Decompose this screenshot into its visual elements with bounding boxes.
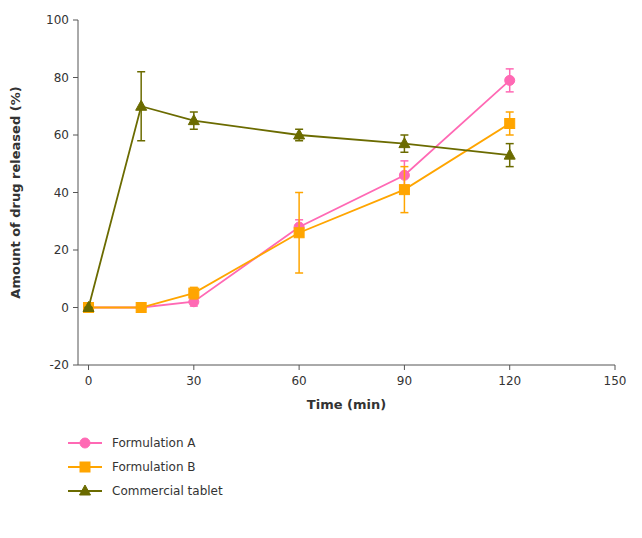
x-tick-label: 0 (85, 374, 93, 388)
axes: 0 30 60 90 120 150 -20 0 20 40 60 80 100 (46, 13, 626, 388)
error-bar-cap (506, 68, 514, 70)
series-line (89, 80, 510, 307)
y-tick (73, 307, 78, 308)
x-tick-label: 150 (604, 374, 627, 388)
x-tick (615, 365, 616, 370)
error-bar-cap (400, 160, 408, 162)
data-point (399, 138, 410, 148)
y-tick (73, 192, 78, 193)
y-tick-label: 40 (54, 186, 69, 200)
error-bar-cap (506, 166, 514, 168)
legend-marker (80, 462, 90, 472)
series (84, 112, 515, 313)
y-axis-label: Amount of drug released (%) (8, 86, 23, 298)
error-bar (190, 287, 198, 299)
error-bar-cap (506, 134, 514, 136)
error-bar-cap (295, 192, 303, 194)
error-bar-cap (137, 140, 145, 142)
x-tick-label: 120 (498, 374, 521, 388)
error-bar (506, 69, 514, 92)
y-tick (73, 135, 78, 136)
x-axis-line (78, 365, 615, 366)
y-tick-label: 0 (61, 301, 69, 315)
x-tick (88, 365, 89, 370)
error-bar-cap (400, 212, 408, 214)
x-tick (193, 365, 194, 370)
y-tick-label: 60 (54, 128, 69, 142)
x-tick-label: 90 (397, 374, 412, 388)
plot-data (83, 69, 515, 313)
error-bar-cap (295, 272, 303, 274)
y-tick-label: 20 (54, 243, 69, 257)
y-tick (73, 20, 78, 21)
x-tick (509, 365, 510, 370)
chart-svg: 0 30 60 90 120 150 -20 0 20 40 60 80 100 Time (min) Am… (0, 0, 642, 538)
error-bar-cap (506, 91, 514, 93)
error-bar-cap (506, 111, 514, 113)
data-point (84, 303, 94, 313)
data-point (188, 115, 199, 125)
y-tick-label: 100 (46, 13, 69, 27)
x-tick-label: 30 (186, 374, 201, 388)
data-point (136, 303, 146, 313)
error-bar-cap (190, 111, 198, 113)
error-bar-cap (190, 129, 198, 131)
chart-container: 0 30 60 90 120 150 -20 0 20 40 60 80 100 Time (min) Am… (0, 0, 642, 538)
error-bar-cap (400, 166, 408, 168)
legend-label: Formulation B (112, 460, 196, 474)
error-bar (400, 167, 408, 213)
x-axis-label: Time (min) (307, 397, 386, 412)
x-tick (404, 365, 405, 370)
error-bar-cap (400, 134, 408, 136)
x-tick-label: 60 (291, 374, 306, 388)
data-point (294, 129, 305, 139)
y-tick-label: -20 (49, 358, 69, 372)
x-tick (299, 365, 300, 370)
legend: Formulation A Formulation B Commercial tab… (68, 436, 223, 498)
error-bar (190, 297, 198, 306)
legend-label: Commercial tablet (112, 484, 223, 498)
data-point (505, 75, 515, 85)
error-bar-cap (400, 152, 408, 154)
data-point (189, 288, 199, 298)
legend-item: Formulation A (68, 436, 196, 450)
error-bar-cap (506, 143, 514, 145)
data-point (136, 303, 146, 313)
data-point (505, 119, 515, 129)
data-point (399, 185, 409, 195)
data-point (83, 302, 94, 312)
legend-item: Commercial tablet (68, 484, 223, 498)
legend-label: Formulation A (112, 436, 196, 450)
series (83, 72, 515, 312)
series-line (89, 124, 510, 308)
error-bar-cap (295, 140, 303, 142)
y-tick (73, 250, 78, 251)
legend-item: Formulation B (68, 460, 196, 474)
data-point (136, 100, 147, 110)
error-bar (506, 112, 514, 135)
data-point (294, 228, 304, 238)
data-point (84, 303, 94, 313)
error-bar (295, 193, 303, 274)
y-tick (73, 365, 78, 366)
series-line (89, 106, 510, 307)
legend-marker (80, 438, 90, 448)
legend-marker (80, 485, 91, 495)
series (84, 69, 515, 313)
error-bar-cap (137, 71, 145, 73)
y-tick-label: 80 (54, 71, 69, 85)
y-tick (73, 77, 78, 78)
data-point (504, 149, 515, 159)
